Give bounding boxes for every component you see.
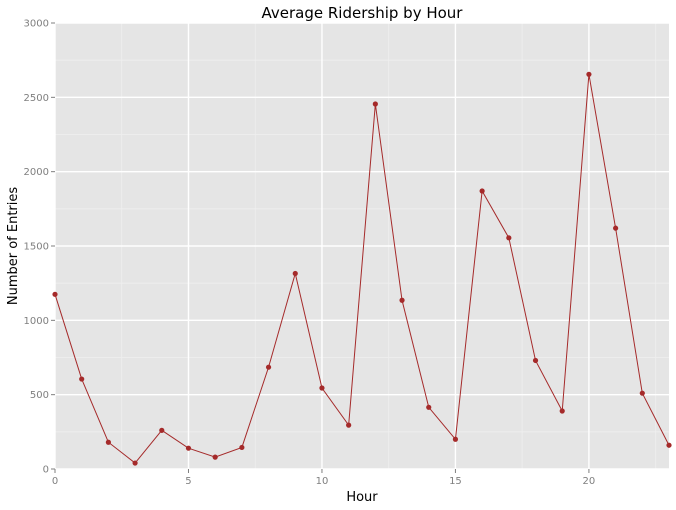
axis-ticks bbox=[51, 22, 590, 473]
data-point bbox=[79, 376, 85, 382]
tick-labels: 0 5 10 15 20 0 500 1000 1500 2000 2500 3000 bbox=[24, 19, 596, 488]
data-point bbox=[212, 454, 218, 460]
data-point bbox=[265, 364, 272, 370]
data-point bbox=[532, 357, 539, 364]
x-tick-label: 15 bbox=[449, 476, 462, 487]
x-axis-title: Hour bbox=[346, 490, 378, 505]
data-point bbox=[479, 188, 485, 194]
x-tick-label: 0 bbox=[52, 476, 58, 487]
series-line bbox=[54, 74, 670, 464]
data-point bbox=[319, 385, 325, 391]
y-axis-title: Number of Entries bbox=[6, 187, 21, 306]
data-point bbox=[346, 422, 352, 428]
data-point bbox=[666, 442, 672, 448]
data-point bbox=[105, 439, 111, 445]
series-layer bbox=[52, 71, 672, 466]
y-tick-label: 1000 bbox=[24, 316, 49, 327]
x-tick-label: 5 bbox=[185, 476, 191, 487]
y-tick-label: 500 bbox=[30, 390, 49, 401]
y-tick-label: 1500 bbox=[24, 242, 49, 253]
data-point bbox=[639, 390, 645, 396]
y-tick-label: 2000 bbox=[24, 167, 49, 178]
data-point bbox=[426, 404, 432, 410]
data-point bbox=[586, 71, 592, 77]
data-point bbox=[159, 427, 165, 433]
y-tick-label: 0 bbox=[43, 465, 49, 476]
data-point bbox=[399, 297, 405, 303]
x-tick-label: 10 bbox=[316, 476, 329, 487]
data-point bbox=[185, 445, 192, 451]
data-point bbox=[239, 444, 245, 451]
data-point bbox=[292, 270, 298, 277]
data-point bbox=[372, 101, 378, 107]
y-tick-label: 2500 bbox=[24, 93, 49, 104]
grid-major bbox=[54, 22, 669, 470]
data-point bbox=[559, 408, 565, 414]
data-point bbox=[52, 291, 58, 297]
data-point bbox=[452, 436, 459, 442]
x-tick-label: 20 bbox=[583, 476, 596, 487]
data-point bbox=[132, 460, 138, 466]
data-point bbox=[506, 235, 512, 241]
chart-title: Average Ridership by Hour bbox=[262, 4, 464, 22]
y-tick-label: 3000 bbox=[24, 19, 49, 30]
data-point bbox=[613, 225, 619, 231]
